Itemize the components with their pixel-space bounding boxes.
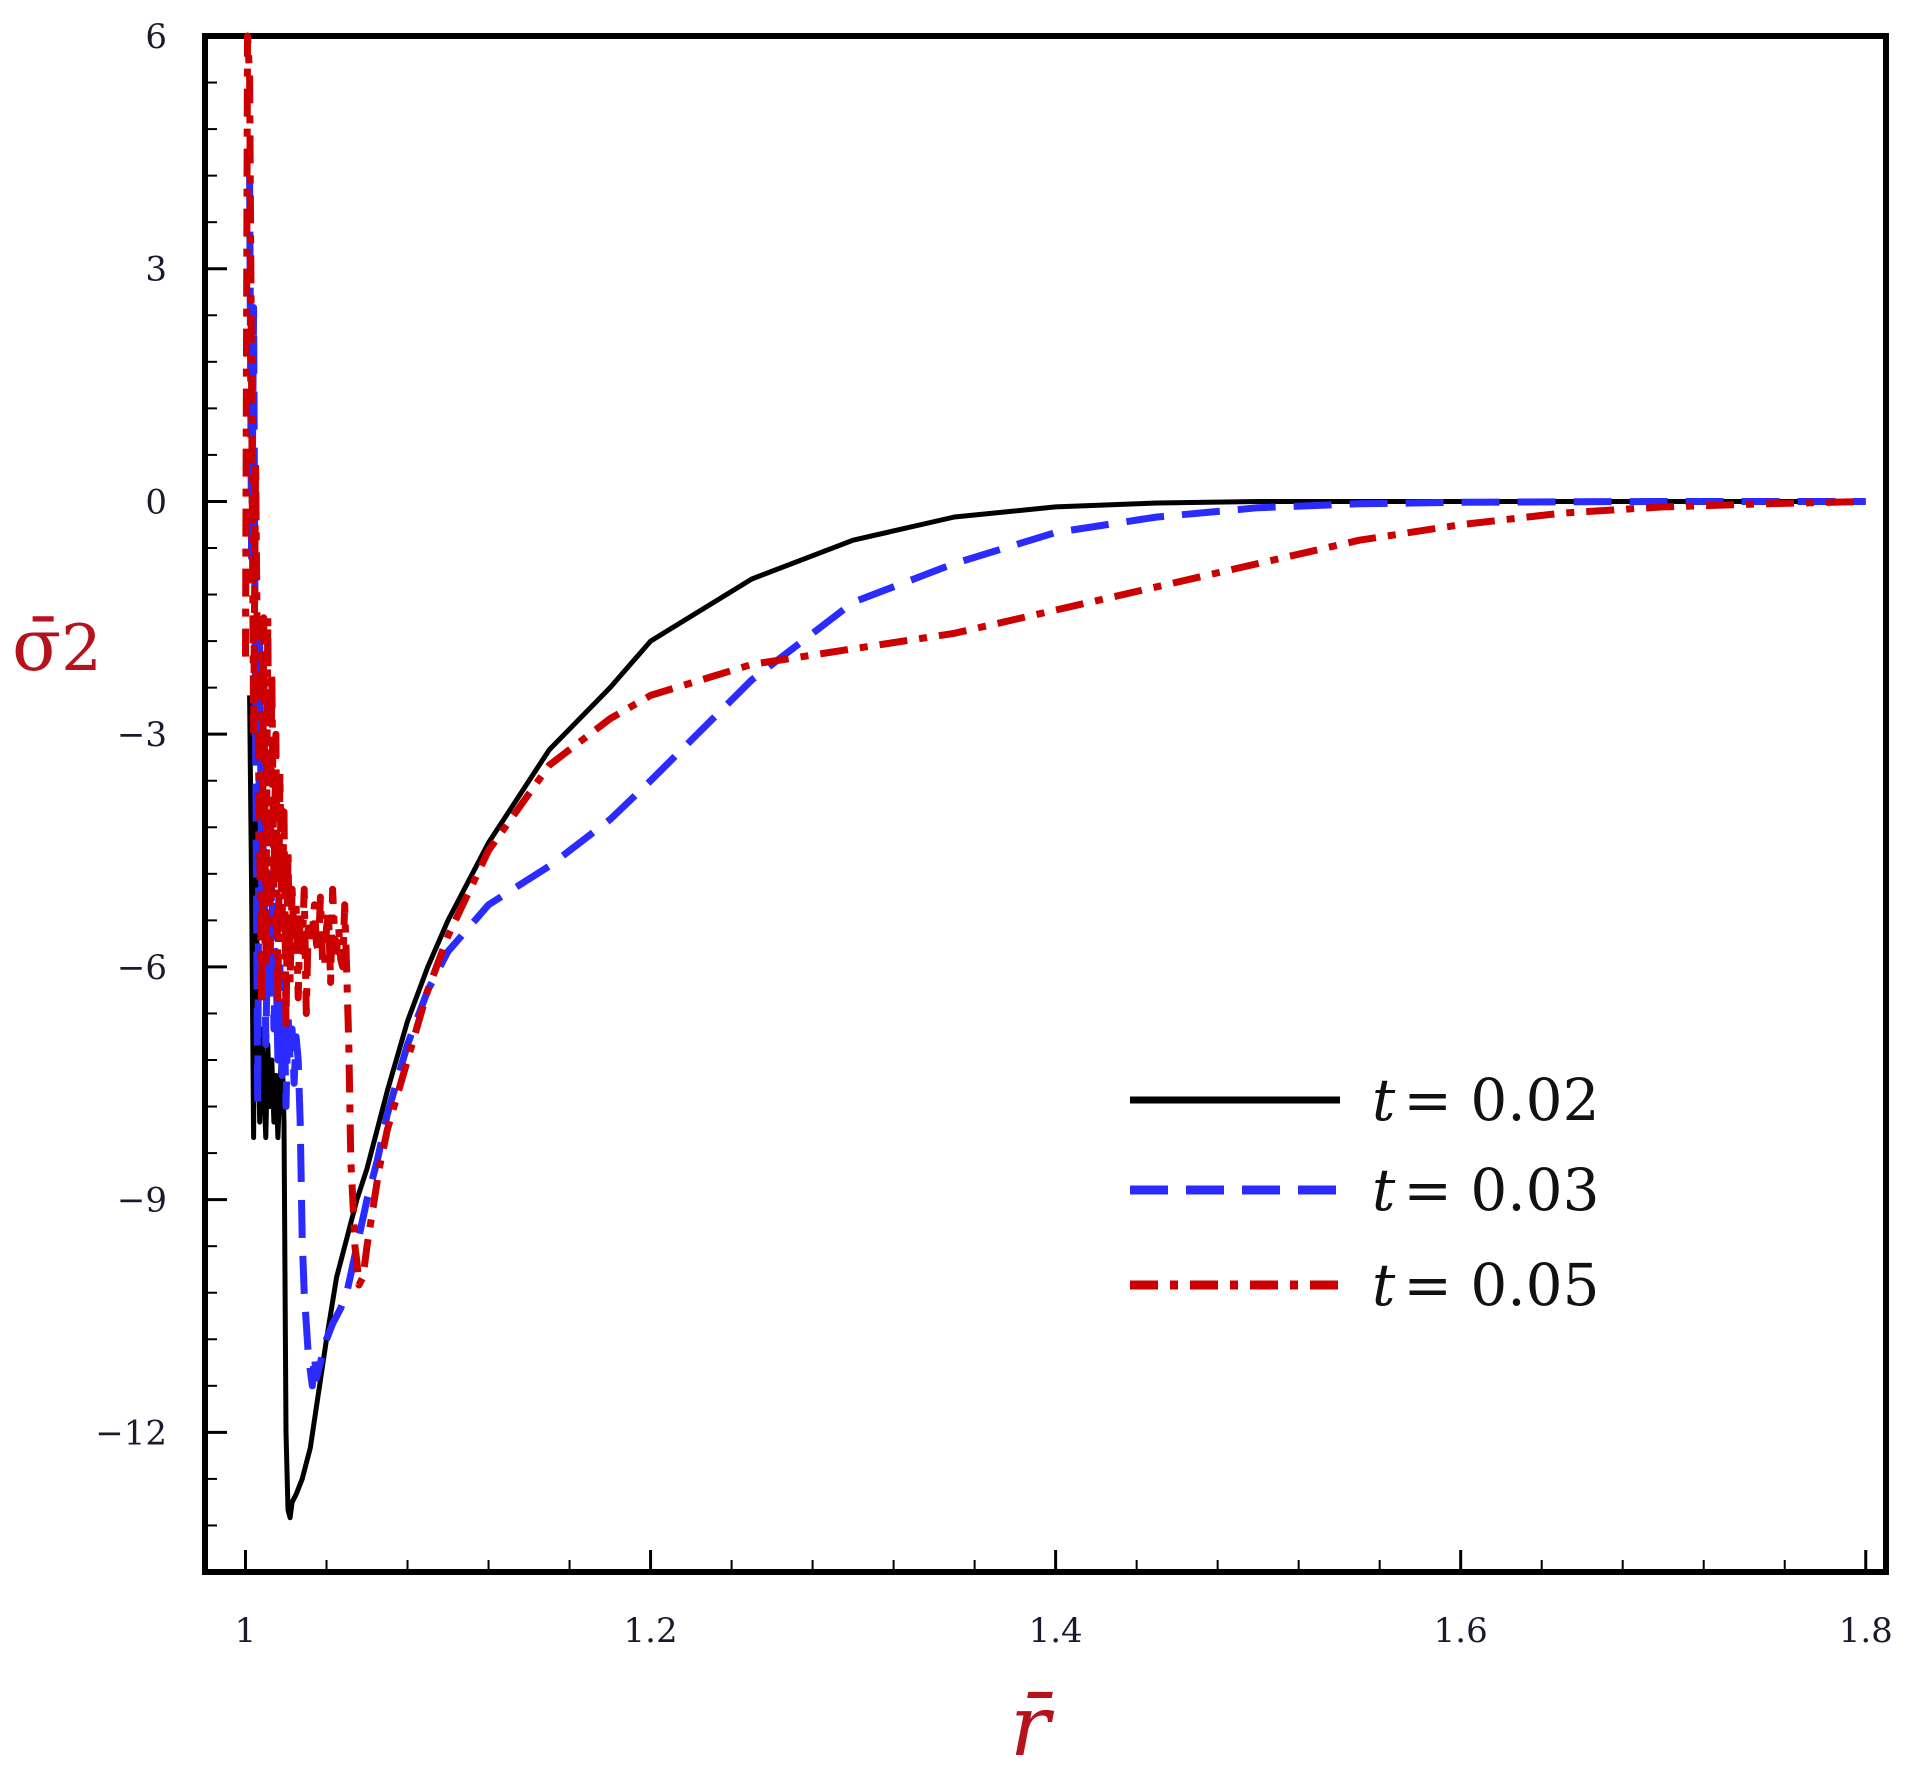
legend-label: t = 0.03	[1372, 1156, 1600, 1224]
y-tick-label: −9	[117, 1181, 167, 1221]
y-tick-label: −3	[117, 715, 167, 755]
legend-var: t	[1372, 1251, 1396, 1319]
legend-value: = 0.02	[1403, 1066, 1599, 1134]
series-line-solid	[247, 499, 1866, 1521]
x-tick-label: 1.6	[1434, 1611, 1488, 1651]
legend-label: t = 0.05	[1372, 1251, 1600, 1319]
y-axis-title: σ̄2	[12, 603, 102, 687]
y-tick-label: −6	[117, 948, 167, 988]
legend-var: t	[1372, 1156, 1396, 1224]
x-tick-label: 1.4	[1029, 1611, 1083, 1651]
y-axis-title-sub: 2	[61, 612, 102, 686]
y-tick-label: 3	[145, 250, 167, 290]
plot-frame	[202, 33, 1889, 1575]
series-line-dashdot	[242, 32, 1866, 1289]
y-tick-label: 6	[145, 17, 167, 57]
x-tick-label: 1	[235, 1611, 257, 1651]
y-axis-title-main: σ̄	[12, 603, 61, 687]
legend-value: = 0.03	[1403, 1156, 1599, 1224]
y-tick-label: 0	[145, 482, 167, 522]
series-line-dashed	[246, 175, 1866, 1390]
legend: t = 0.02t = 0.03t = 0.05	[1130, 1066, 1600, 1319]
y-tick-label: −12	[95, 1413, 167, 1453]
legend-var: t	[1372, 1066, 1396, 1134]
legend-value: = 0.05	[1403, 1251, 1599, 1319]
x-axis-title: r̄	[1010, 1677, 1055, 1773]
x-tick-label: 1.8	[1839, 1611, 1893, 1651]
legend-label: t = 0.02	[1372, 1066, 1600, 1134]
x-tick-label: 1.2	[624, 1611, 678, 1651]
tick-layer: 6 3 0 −3 −6 −9 −12 1 1.2 1.4 1.6 1.8	[95, 17, 1893, 1651]
plot-layer	[202, 32, 1889, 1575]
